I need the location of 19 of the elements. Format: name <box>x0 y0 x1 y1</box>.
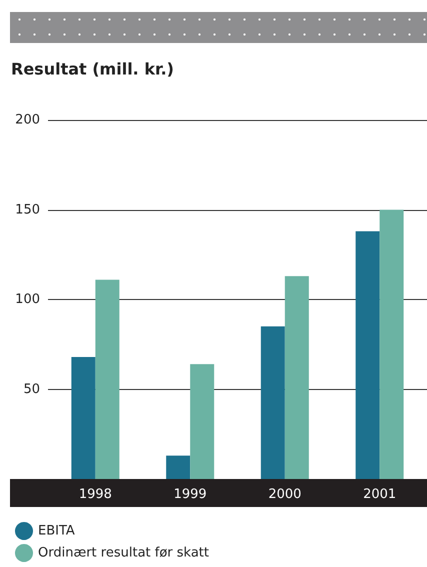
bar <box>71 356 96 479</box>
bar <box>380 210 404 479</box>
legend-label: Ordinært resultat før skatt <box>38 546 210 560</box>
x-tick-label: 1999 <box>174 487 207 502</box>
bar <box>260 326 285 479</box>
bar <box>356 231 380 479</box>
bar <box>190 364 214 479</box>
x-tick-label: 1998 <box>78 487 112 502</box>
y-tick-label: 200 <box>15 112 40 128</box>
bar <box>95 280 120 479</box>
y-tick-label: 100 <box>15 292 40 307</box>
y-tick-label: 150 <box>15 202 40 218</box>
x-tick-label: 2001 <box>363 487 396 502</box>
chart-title: Resultat (mill. kr.) <box>11 60 174 78</box>
legend-label: EBITA <box>38 524 75 538</box>
y-tick-label: 50 <box>23 382 40 397</box>
bar <box>166 456 190 479</box>
x-tick-label: 2000 <box>268 487 302 502</box>
bar <box>284 276 309 479</box>
